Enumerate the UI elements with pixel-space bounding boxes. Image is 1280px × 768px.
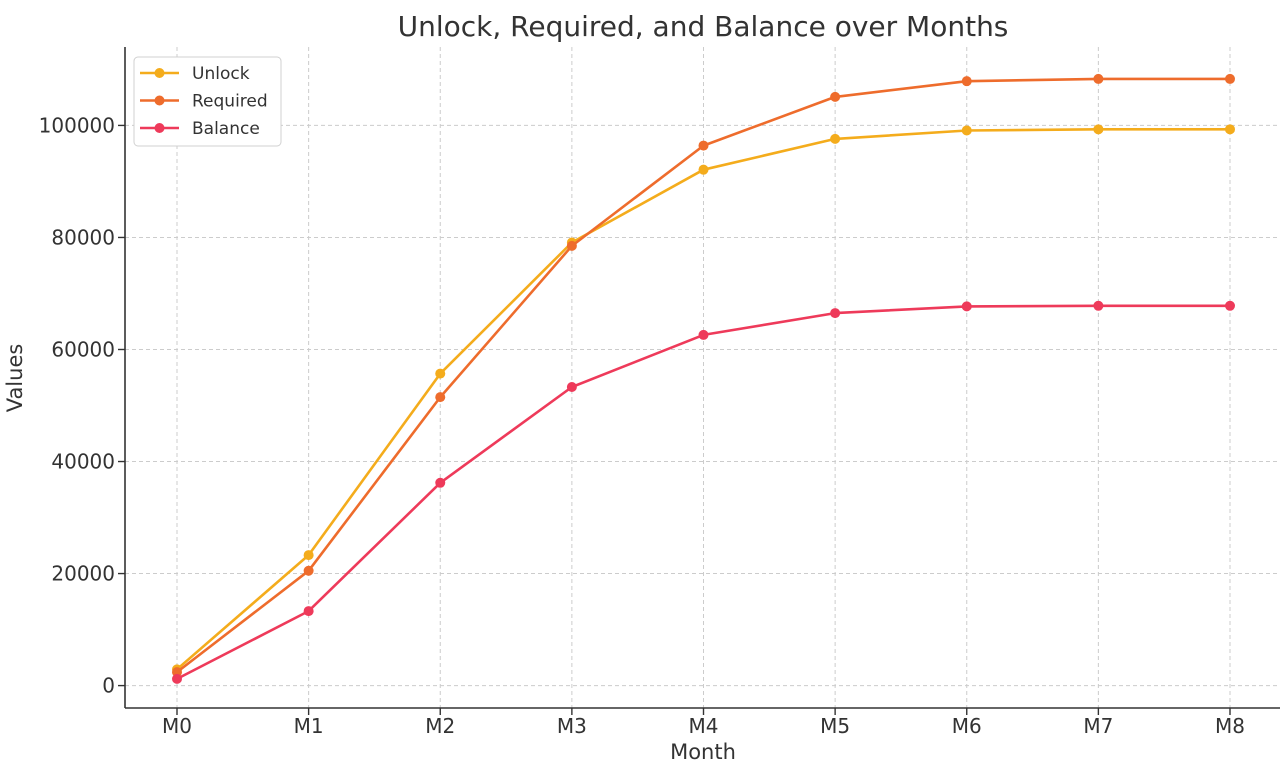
legend-item-required: Required: [140, 92, 268, 112]
data-point: [435, 392, 446, 403]
x-tick-label: M8: [1215, 714, 1245, 738]
legend-box: [133, 56, 282, 147]
x-tick-label: M5: [820, 714, 850, 738]
y-tick-label: 40000: [51, 450, 115, 474]
chart-title: Unlock, Required, and Balance over Month…: [398, 10, 1009, 43]
x-tick-label: M4: [689, 714, 719, 738]
legend-item-unlock: Unlock: [140, 64, 250, 84]
legend-label: Unlock: [192, 64, 250, 84]
data-point: [435, 477, 446, 488]
legend-marker: [154, 68, 165, 78]
legend-label: Required: [192, 92, 268, 112]
data-point: [961, 76, 972, 87]
series-balance: [172, 300, 1235, 684]
legend-item-balance: Balance: [140, 119, 260, 139]
x-tick-label: M0: [162, 714, 192, 738]
x-axis-ticks: M0 M1 M2 M3 M4 M5 M6 M7 M8: [162, 708, 1245, 738]
y-tick-label: 100000: [39, 113, 115, 137]
x-tick-label: M7: [1083, 714, 1113, 738]
y-tick-label: 80000: [51, 225, 115, 249]
data-point: [698, 164, 709, 175]
data-point: [566, 382, 577, 393]
data-point: [303, 565, 314, 576]
data-point: [961, 125, 972, 136]
legend-marker: [154, 95, 165, 106]
x-tick-label: M2: [425, 714, 455, 738]
data-point: [1093, 124, 1104, 135]
data-point: [830, 133, 841, 144]
series-required: [172, 73, 1235, 678]
data-point: [830, 308, 841, 319]
data-point: [1093, 300, 1104, 311]
data-point: [830, 91, 841, 102]
data-point: [961, 301, 972, 312]
data-point: [1093, 73, 1104, 84]
y-tick-label: 0: [102, 674, 115, 698]
data-point: [172, 673, 182, 684]
x-axis-label: Month: [670, 740, 736, 764]
data-point: [303, 606, 314, 617]
grid: [125, 47, 1280, 708]
legend-label: Balance: [192, 119, 260, 139]
series-layer: [172, 73, 1235, 684]
data-point: [1225, 73, 1235, 84]
data-point: [435, 368, 446, 379]
data-point: [1225, 124, 1235, 135]
data-point: [698, 140, 709, 151]
y-tick-label: 20000: [51, 562, 115, 586]
x-tick-label: M6: [952, 714, 982, 738]
data-point: [566, 240, 577, 251]
y-axis-label: Values: [3, 344, 27, 413]
y-tick-label: 60000: [51, 337, 115, 361]
legend: Unlock Required Balance: [133, 56, 282, 147]
legend-marker: [154, 123, 165, 133]
x-tick-label: M1: [294, 714, 324, 738]
y-axis-ticks: 0 20000 40000 60000 80000 100000: [39, 113, 125, 698]
series-unlock: [172, 124, 1235, 675]
x-tick-label: M3: [557, 714, 587, 738]
data-point: [698, 329, 709, 340]
data-point: [303, 550, 314, 561]
data-point: [1225, 300, 1235, 311]
